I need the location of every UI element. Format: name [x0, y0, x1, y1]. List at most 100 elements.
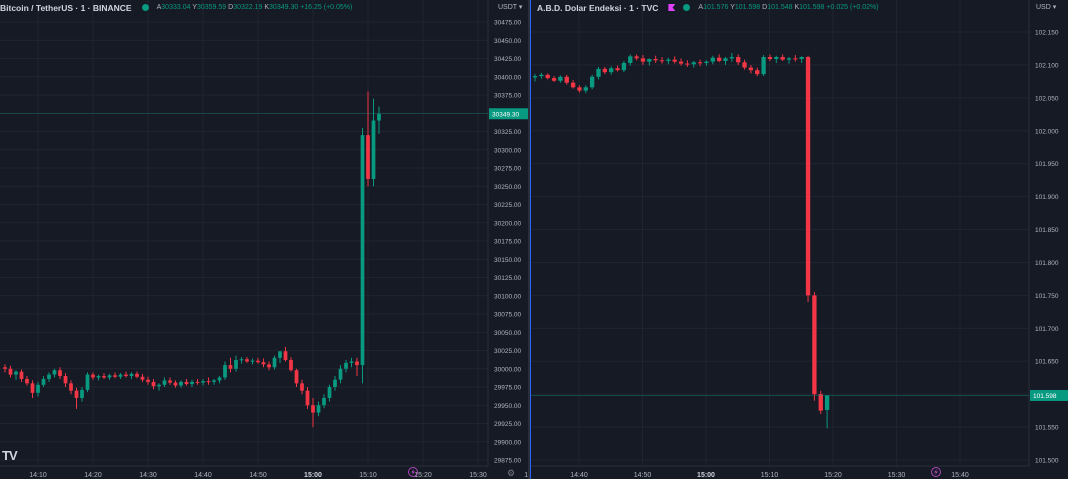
btc-candle: [360, 127, 365, 384]
btc-candle: [179, 380, 183, 388]
btc-candle: [19, 369, 24, 382]
btc-candle-body: [8, 368, 13, 375]
dxy-candle: [666, 57, 671, 65]
btc-candle-body: [3, 367, 7, 369]
dxy-chart[interactable]: 102.150 102.100 102.050 102.000 101.950 101.9…: [531, 0, 1068, 479]
btc-candle: [371, 98, 376, 187]
dxy-candle: [691, 60, 696, 68]
btc-candle: [283, 346, 288, 362]
btc-y-tick-label: 30300.00: [494, 147, 521, 154]
btc-chart-pane[interactable]: 30475.00 30450.00 30425.00 30400.00 30375.00…: [0, 0, 528, 479]
dxy-candle: [609, 66, 614, 75]
pane-divider[interactable]: [528, 0, 531, 479]
dxy-candle-body: [653, 58, 658, 61]
btc-y-tick-label: 29925.00: [494, 421, 521, 428]
btc-candle: [168, 377, 172, 385]
dxy-candle: [678, 58, 684, 66]
dxy-candle-body: [577, 87, 582, 91]
btc-candle-body: [316, 405, 321, 413]
btc-candle-body: [190, 381, 194, 385]
dxy-candle: [736, 54, 741, 65]
dxy-candle: [761, 55, 766, 77]
dxy-candle-body: [805, 57, 811, 296]
btc-x-tick-label: 15:10: [359, 472, 377, 479]
dxy-candle: [564, 74, 569, 85]
dxy-candle: [659, 57, 665, 64]
dxy-candle-body: [716, 57, 722, 61]
dxy-chart-pane[interactable]: 102.150 102.100 102.050 102.000 101.950 101.9…: [531, 0, 1068, 479]
btc-candle-body: [278, 351, 282, 358]
dxy-candle: [704, 60, 709, 66]
btc-candle-body: [261, 362, 266, 365]
lightning-icon[interactable]: [931, 467, 941, 477]
btc-y-tick-label: 30175.00: [494, 239, 521, 246]
dxy-y-tick-label: 101.700: [1035, 326, 1059, 333]
btc-candle: [327, 384, 332, 402]
tradingview-logo[interactable]: TV: [2, 448, 18, 463]
dxy-candle-body: [583, 87, 588, 91]
dxy-candle-body: [551, 78, 557, 81]
btc-candle: [234, 355, 238, 372]
btc-currency-unit[interactable]: USDT ▾: [498, 4, 523, 11]
btc-candle-body: [360, 135, 365, 366]
dxy-currency-unit[interactable]: USD ▾: [1036, 4, 1057, 11]
dxy-candle: [742, 59, 747, 70]
btc-candle: [289, 357, 293, 372]
btc-candle: [157, 383, 161, 391]
btc-y-tick-label: 29950.00: [494, 403, 521, 410]
gear-icon[interactable]: ⚙: [507, 468, 516, 478]
dxy-y-tick-label: 101.500: [1035, 458, 1059, 465]
dxy-candle: [596, 66, 601, 80]
btc-chart[interactable]: 30475.00 30450.00 30425.00 30400.00 30375.00…: [0, 0, 528, 479]
btc-symbol-title[interactable]: Bitcoin / TetherUS · 1 · BINANCE: [0, 2, 132, 13]
dxy-symbol-title[interactable]: A.B.D. Dolar Endeksi · 1 · TVC: [537, 2, 659, 13]
btc-candle: [58, 367, 62, 379]
dxy-candle-body: [672, 59, 677, 62]
dxy-candle: [583, 85, 588, 94]
btc-candle: [217, 376, 222, 384]
dxy-candle: [748, 64, 754, 74]
dxy-candle-body: [704, 61, 709, 63]
btc-x-tick-label: 15:30: [469, 472, 487, 479]
btc-y-tick-label: 30200.00: [494, 220, 521, 227]
dxy-candle-body: [666, 59, 671, 61]
btc-candle: [322, 394, 326, 409]
btc-candle-body: [140, 376, 145, 380]
dxy-candle-body: [570, 82, 576, 88]
btc-candle: [338, 365, 343, 384]
btc-x-tick-label: 14:30: [139, 472, 157, 479]
btc-candle-body: [102, 376, 106, 378]
market-status-icon[interactable]: [683, 4, 691, 11]
lightning-icon[interactable]: [408, 467, 418, 477]
btc-y-tick-label: 30075.00: [494, 312, 521, 319]
btc-y-tick-label: 30325.00: [494, 129, 521, 136]
dxy-candle-body: [609, 68, 614, 73]
btc-candle-body: [25, 378, 29, 384]
dxy-x-tick-label: 14:40: [570, 472, 588, 479]
btc-candle-body: [85, 374, 90, 390]
btc-x-tick-label: 14:10: [29, 472, 47, 479]
market-status-icon[interactable]: [141, 4, 149, 11]
dxy-candle: [634, 54, 639, 61]
btc-y-tick-label: 29875.00: [494, 458, 521, 465]
btc-candle-body: [201, 381, 205, 383]
btc-y-tick-label: 29975.00: [494, 385, 521, 392]
btc-candle: [212, 378, 216, 385]
btc-candle-body: [80, 389, 84, 398]
btc-candle-body: [129, 373, 134, 377]
btc-candle: [135, 371, 139, 379]
btc-y-tick-label: 30425.00: [494, 56, 521, 63]
btc-candle-body: [289, 359, 293, 371]
dxy-candle: [532, 74, 538, 82]
dxy-legend: A.B.D. Dolar Endeksi · 1 · TVC A101.576 …: [537, 1, 879, 14]
dxy-candle: [672, 56, 677, 64]
btc-y-tick-label: 30450.00: [494, 38, 521, 45]
dxy-y-tick-label: 102.100: [1035, 62, 1059, 69]
btc-y-tick-label: 30400.00: [494, 74, 521, 81]
dxy-y-tick-label: 102.000: [1035, 128, 1059, 135]
btc-candle-body: [305, 390, 310, 406]
dxy-candle: [602, 66, 608, 75]
flag-icon[interactable]: [668, 4, 676, 11]
dxy-candle: [729, 53, 735, 62]
dxy-y-tick-label: 101.900: [1035, 194, 1059, 201]
